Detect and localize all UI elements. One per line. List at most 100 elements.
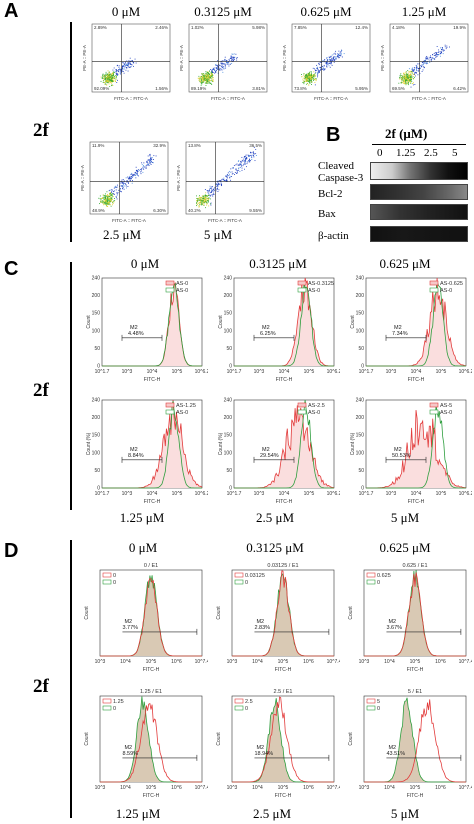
scatter-point	[215, 71, 217, 72]
gate-label: M2	[124, 745, 132, 751]
scatter-point	[211, 80, 213, 82]
scatter-point	[210, 80, 212, 82]
gate-value: 43.51%	[386, 751, 405, 757]
scatter-point	[434, 54, 436, 56]
scatter-point	[107, 198, 109, 200]
scatter-point	[130, 172, 132, 174]
scatter-point	[128, 60, 130, 62]
scatter-point	[212, 195, 214, 197]
scatter-point	[211, 71, 213, 72]
y-tick: 200	[92, 293, 101, 299]
scatter-point	[308, 72, 310, 74]
scatter-point	[106, 80, 107, 82]
scatter-point	[108, 81, 109, 83]
y-tick: 50	[226, 468, 232, 474]
scatter-point	[215, 70, 217, 72]
scatter-point	[250, 156, 252, 158]
scatter-point	[207, 80, 209, 82]
scatter-point	[107, 80, 109, 82]
scatter-point	[108, 75, 110, 77]
legend-green-text: 0	[245, 580, 248, 586]
scatter-point	[431, 58, 433, 60]
scatter-point	[205, 199, 207, 201]
quadrant-ul: 11.9%	[92, 143, 104, 148]
scatter-point	[233, 56, 235, 58]
scatter-point	[217, 187, 218, 189]
green-curve	[102, 283, 202, 367]
scatter-point	[203, 195, 205, 197]
scatter-point	[199, 79, 201, 81]
scatter-point	[221, 69, 223, 71]
scatter-point	[106, 195, 108, 196]
scatter-point	[331, 60, 333, 62]
scatter-point	[209, 72, 211, 74]
scatter-point	[442, 48, 444, 50]
scatter-point	[204, 74, 206, 76]
scatter-point	[210, 192, 212, 193]
gate-value: 6.25%	[260, 331, 276, 337]
scatter-point	[209, 75, 211, 77]
y-axis-label: Count (%)	[86, 432, 92, 455]
scatter-point	[107, 73, 109, 75]
scatter-frame	[389, 23, 469, 93]
scatter-point	[412, 77, 414, 79]
scatter-point	[111, 77, 113, 79]
scatter-point	[439, 52, 441, 54]
hist-frame	[101, 277, 203, 367]
scatter-point	[412, 69, 414, 71]
scatter-point	[108, 203, 110, 205]
scatter-point	[404, 78, 406, 80]
scatter-point	[212, 80, 214, 82]
scatter-point	[231, 62, 233, 64]
scatter-point	[196, 205, 197, 207]
scatter-point	[313, 75, 314, 77]
panel-a-plot-5: 13.8% 36.5% 40.2% 9.55% FITC-A :: FITC-A PE-A…	[174, 138, 266, 226]
gate-value: 3.77%	[122, 625, 138, 631]
scatter-point	[114, 77, 116, 79]
scatter-point	[106, 204, 108, 206]
scatter-point	[146, 160, 148, 162]
scatter-point	[197, 77, 199, 79]
scatter-point	[246, 157, 248, 159]
scatter-point	[104, 74, 106, 76]
scatter-point	[309, 71, 311, 73]
scatter-point	[207, 74, 209, 76]
scatter-point	[210, 69, 212, 70]
scatter-point	[109, 204, 111, 206]
red-curve	[364, 699, 466, 783]
scatter-point	[408, 77, 410, 79]
scatter-point	[104, 77, 106, 79]
scatter-point	[245, 158, 246, 160]
scatter-point	[333, 58, 334, 60]
scatter-point	[209, 74, 211, 76]
scatter-point	[229, 175, 231, 177]
legend-green-swatch	[102, 579, 112, 585]
scatter-point	[104, 195, 106, 197]
y-tick: 50	[94, 468, 100, 474]
scatter-point	[408, 82, 409, 84]
scatter-point	[108, 73, 110, 75]
scatter-point	[107, 77, 109, 79]
control-fill	[232, 698, 334, 782]
scatter-point	[407, 74, 409, 75]
scatter-point	[308, 78, 310, 80]
scatter-point	[337, 55, 339, 57]
scatter-point	[432, 54, 434, 56]
x-tick: 10^4	[252, 785, 263, 791]
scatter-point	[249, 159, 250, 161]
scatter-point	[404, 81, 406, 83]
scatter-point	[305, 79, 307, 81]
x-tick: 10^4	[279, 491, 290, 497]
scatter-point	[136, 173, 138, 175]
scatter-point	[108, 71, 110, 73]
scatter-point	[209, 198, 211, 200]
scatter-point	[233, 53, 235, 55]
scatter-point	[439, 47, 441, 49]
scatter-point	[334, 59, 336, 61]
scatter-point	[118, 65, 120, 67]
scatter-point	[145, 166, 147, 168]
scatter-point	[116, 75, 118, 77]
scatter-point	[102, 200, 104, 202]
scatter-point	[123, 179, 125, 181]
scatter-point	[150, 156, 152, 158]
